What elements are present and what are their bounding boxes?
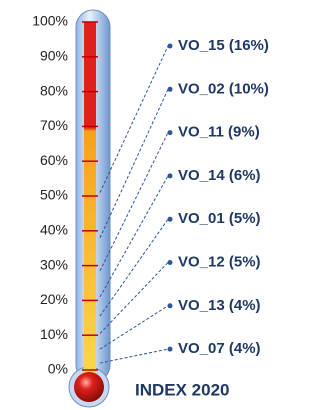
y-tick-label: 40% — [40, 222, 68, 238]
label-dot — [168, 130, 173, 135]
value-label: VO_13 (4%) — [178, 297, 261, 314]
y-tick-label: 100% — [32, 13, 68, 29]
label-dot — [168, 217, 173, 222]
y-tick-label: 70% — [40, 117, 68, 133]
value-label: VO_14 (6%) — [178, 167, 261, 184]
bulb — [74, 372, 104, 402]
label-dot — [168, 173, 173, 178]
label-dot — [168, 44, 173, 49]
y-tick-label: 60% — [40, 152, 68, 168]
chart-body: 0% 10% 20% 30% 40% 50% 60% 70% 80% 90% 100% VO_07 (… — [32, 13, 269, 377]
y-tick-label: 30% — [40, 256, 68, 272]
value-label: VO_07 (4%) — [178, 340, 261, 357]
y-tick-label: 20% — [40, 291, 68, 307]
label-dot — [168, 260, 173, 265]
value-label: VO_15 (16%) — [178, 37, 269, 54]
tube-fill — [84, 22, 96, 374]
label-dot — [168, 347, 173, 352]
y-tick-label: 90% — [40, 48, 68, 64]
y-tick-label: 10% — [40, 326, 68, 342]
y-tick-label: 80% — [40, 82, 68, 98]
chart-title: INDEX 2020 — [135, 380, 230, 399]
label-dot — [168, 303, 173, 308]
y-tick-label: 0% — [48, 361, 68, 377]
chart: 0% 10% 20% 30% 40% 50% 60% 70% 80% 90% 100% VO_07 (… — [0, 0, 312, 410]
value-label: VO_12 (5%) — [178, 253, 261, 270]
y-tick-label: 50% — [40, 187, 68, 203]
label-dot — [168, 87, 173, 92]
value-label: VO_01 (5%) — [178, 210, 261, 227]
value-label: VO_02 (10%) — [178, 80, 269, 97]
value-label: VO_11 (9%) — [178, 124, 260, 141]
